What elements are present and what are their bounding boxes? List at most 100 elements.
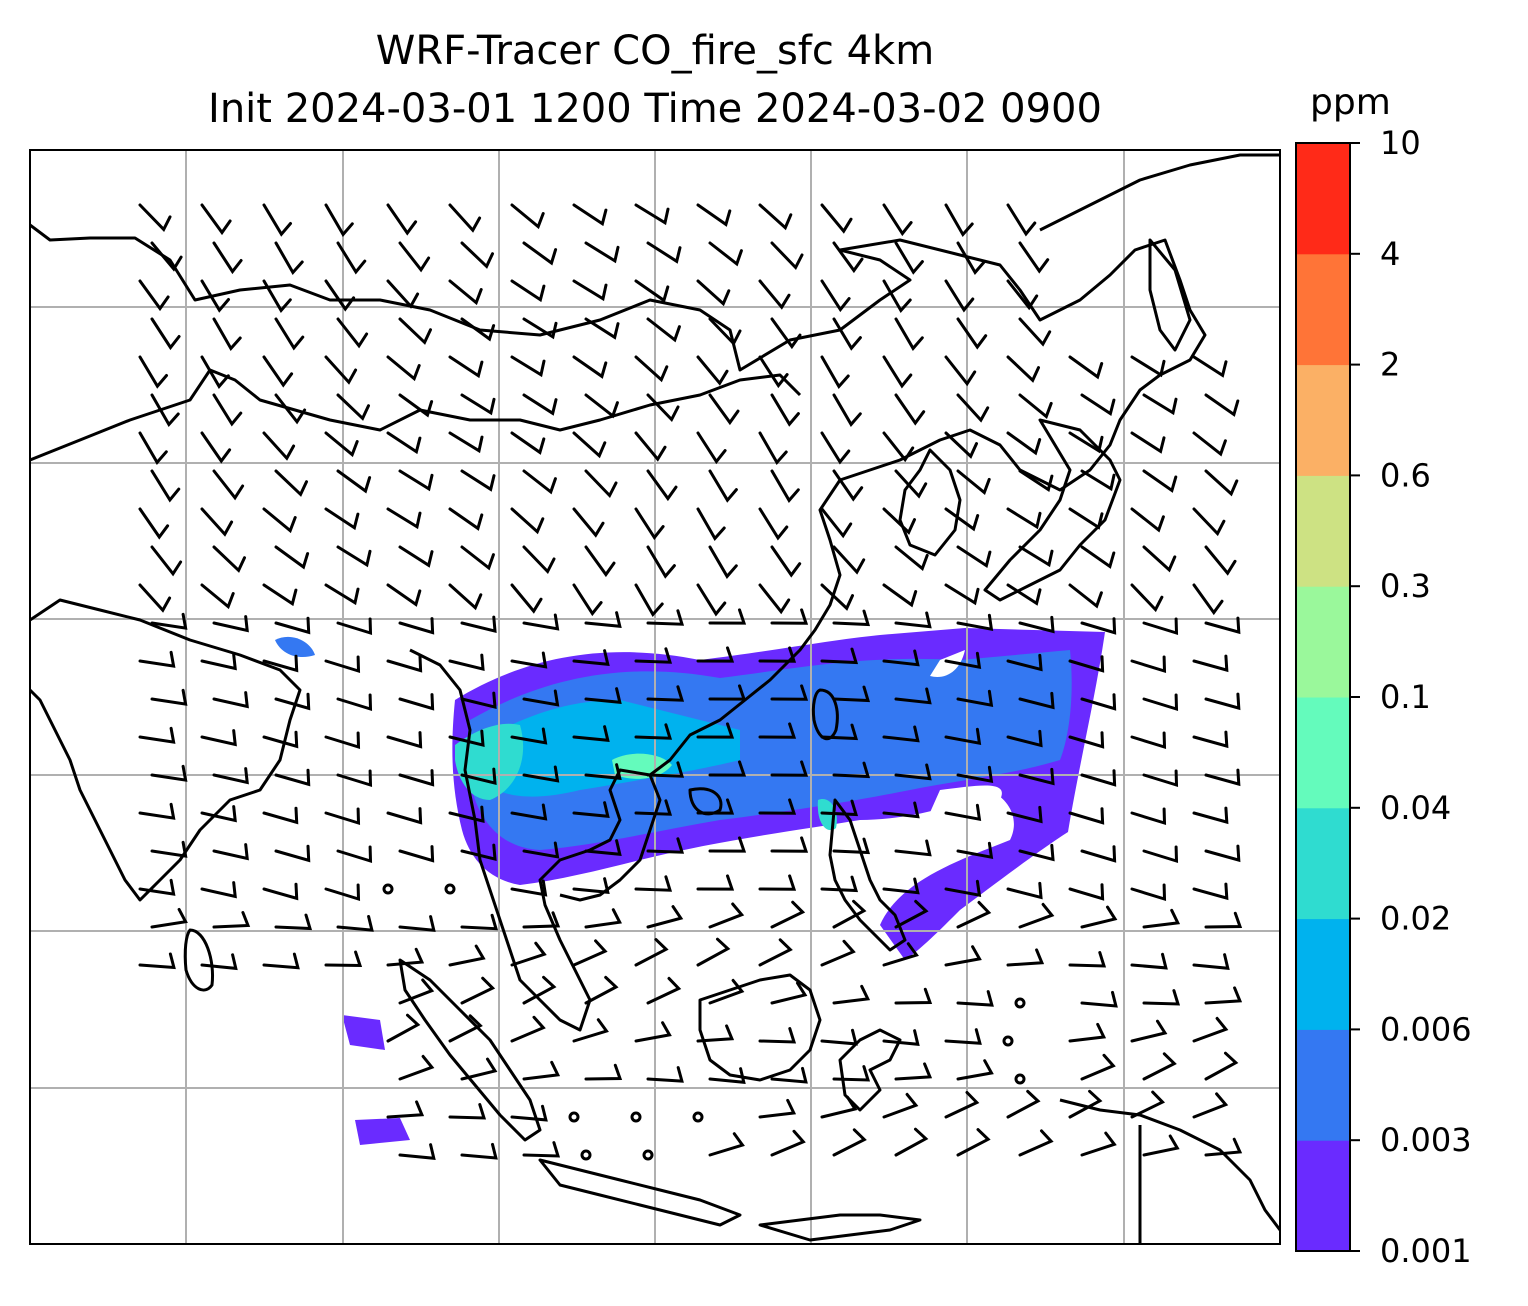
wind-barb	[820, 279, 851, 313]
wind-barb	[510, 355, 546, 378]
wind-barb	[150, 840, 188, 858]
wind-barb	[956, 393, 990, 423]
calm-wind-circle	[642, 1149, 654, 1161]
wind-barb	[882, 1092, 919, 1119]
wind-barb	[1006, 729, 1043, 748]
coast-new-guinea	[1059, 1098, 1280, 1231]
wind-barb	[832, 837, 871, 855]
wind-barb	[584, 469, 618, 499]
wind-barb	[758, 938, 793, 967]
wind-barb	[336, 769, 373, 788]
wind-barb	[324, 279, 356, 312]
wind-barb	[150, 241, 183, 272]
wind-barb	[448, 805, 485, 824]
wind-barb	[1142, 545, 1177, 573]
wind-barb	[386, 1100, 425, 1119]
map-area	[30, 150, 1280, 1244]
wind-barb	[1142, 908, 1181, 929]
wind-barb	[262, 507, 297, 534]
wind-barb	[448, 729, 485, 748]
wind-barbs	[138, 203, 1243, 1161]
wind-barb	[832, 761, 871, 779]
wind-barb	[758, 279, 791, 310]
wind-barb	[758, 355, 789, 389]
wind-barb	[324, 883, 361, 902]
wind-barb	[336, 545, 372, 568]
wind-barb	[882, 1029, 920, 1046]
wind-barb	[460, 691, 497, 710]
coast-indochina	[409, 648, 651, 1032]
wind-barb	[1192, 1092, 1229, 1119]
wind-barb	[138, 279, 170, 312]
wind-barb	[138, 650, 176, 668]
wind-barb	[572, 355, 608, 379]
wind-barb	[324, 431, 359, 458]
wind-barb	[708, 393, 740, 426]
wind-barb	[882, 801, 920, 819]
wind-barb	[758, 646, 797, 663]
wind-barb	[646, 545, 676, 579]
wind-barb	[1192, 507, 1226, 537]
wind-barb	[1068, 1089, 1103, 1119]
wind-barb	[1142, 693, 1179, 712]
map-frame	[29, 149, 1281, 1245]
wind-barb	[522, 975, 557, 1005]
wind-barb	[956, 900, 992, 929]
wind-barb	[944, 203, 974, 238]
calm-wind-circle	[580, 1149, 592, 1161]
wind-barb	[386, 355, 421, 382]
wind-barb	[882, 583, 918, 608]
wind-barb	[1142, 469, 1178, 493]
wind-barb	[770, 241, 804, 271]
wind-barb	[448, 653, 485, 672]
wind-barb	[510, 651, 548, 669]
wind-barb	[708, 545, 738, 579]
plume-fragment-south-2	[355, 1118, 410, 1145]
wind-barb	[212, 469, 245, 501]
wind-barb	[522, 1060, 561, 1081]
wind-barb	[882, 942, 919, 967]
wind-barb	[956, 317, 988, 350]
wind-barb	[696, 431, 727, 465]
wind-barb	[944, 583, 980, 606]
wind-barb	[758, 507, 789, 541]
wind-barb	[274, 768, 311, 787]
plume-fragment-south-1	[342, 1015, 385, 1050]
colorbar-segment	[1296, 586, 1350, 698]
wind-barb	[138, 802, 176, 820]
wind-barb	[274, 913, 313, 931]
wind-barb	[336, 617, 373, 636]
wind-barb	[1204, 1137, 1243, 1157]
wind-barb	[832, 984, 871, 1005]
wind-barb	[944, 803, 982, 822]
wind-barb	[150, 317, 181, 351]
wind-barb	[584, 763, 622, 780]
colorbar-segment	[1296, 807, 1350, 920]
wind-barb	[522, 911, 561, 929]
wind-barb	[386, 203, 418, 236]
wind-barb	[138, 583, 172, 613]
wind-barb	[1130, 1090, 1166, 1119]
wind-barb	[956, 841, 994, 860]
wind-barb	[324, 655, 361, 674]
wind-barb	[1204, 1051, 1239, 1081]
wind-barb	[200, 355, 230, 389]
colorbar-segment	[1296, 143, 1350, 255]
wind-barb	[894, 469, 928, 499]
wind-barb	[708, 902, 745, 929]
wind-barb	[262, 952, 300, 970]
wind-barb	[336, 915, 374, 932]
wind-barb	[510, 879, 548, 897]
colorbar-segment	[1296, 1029, 1350, 1141]
wind-barb	[1068, 951, 1107, 968]
wind-barb	[398, 915, 436, 932]
wind-barb	[1130, 883, 1167, 902]
wind-barb	[894, 987, 933, 1005]
wind-barb	[894, 687, 932, 705]
wind-barb	[1080, 693, 1117, 711]
wind-barb	[1204, 469, 1239, 497]
wind-barb	[460, 317, 496, 342]
wind-barb	[584, 317, 620, 340]
wind-barb	[646, 317, 681, 343]
wind-barb	[1068, 883, 1105, 901]
